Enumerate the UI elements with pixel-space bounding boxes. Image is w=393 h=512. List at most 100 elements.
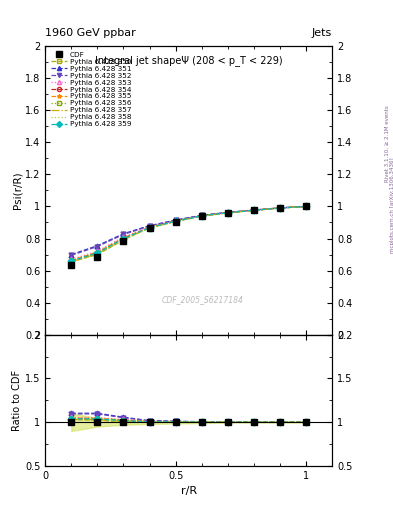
Pythia 6.428 358	[147, 225, 152, 231]
Pythia 6.428 354	[147, 225, 152, 231]
Pythia 6.428 359	[199, 213, 204, 219]
Pythia 6.428 350	[199, 212, 204, 219]
Pythia 6.428 357	[95, 251, 100, 257]
Legend: CDF, Pythia 6.428 350, Pythia 6.428 351, Pythia 6.428 352, Pythia 6.428 353, Pyt: CDF, Pythia 6.428 350, Pythia 6.428 351,…	[49, 50, 133, 130]
CDF	[95, 254, 100, 260]
Pythia 6.428 358	[226, 210, 230, 216]
X-axis label: r/R: r/R	[180, 486, 197, 496]
Pythia 6.428 357	[69, 259, 73, 265]
Pythia 6.428 351	[304, 203, 309, 209]
Pythia 6.428 356	[147, 225, 152, 231]
Pythia 6.428 357	[121, 236, 126, 242]
Pythia 6.428 350	[252, 207, 256, 213]
Pythia 6.428 356	[173, 218, 178, 224]
Pythia 6.428 353	[277, 205, 282, 211]
Pythia 6.428 354	[173, 218, 178, 224]
Line: Pythia 6.428 354: Pythia 6.428 354	[69, 204, 309, 263]
Pythia 6.428 357	[226, 210, 230, 216]
Pythia 6.428 359	[69, 258, 73, 264]
CDF	[252, 207, 256, 214]
Pythia 6.428 350	[226, 209, 230, 216]
Text: mcplots.cern.ch [arXiv:1306.3436]: mcplots.cern.ch [arXiv:1306.3436]	[390, 157, 393, 252]
CDF	[304, 203, 309, 209]
Text: Integral jet shapeΨ (208 < p_T < 229): Integral jet shapeΨ (208 < p_T < 229)	[95, 55, 283, 66]
Pythia 6.428 358	[95, 251, 100, 258]
Pythia 6.428 356	[199, 213, 204, 219]
Pythia 6.428 357	[173, 219, 178, 225]
Pythia 6.428 359	[226, 209, 230, 216]
Pythia 6.428 351	[252, 207, 256, 213]
Text: Jets: Jets	[312, 28, 332, 38]
Pythia 6.428 357	[252, 207, 256, 214]
Pythia 6.428 350	[147, 224, 152, 230]
Pythia 6.428 354	[304, 203, 309, 209]
Pythia 6.428 350	[69, 259, 73, 265]
Pythia 6.428 353	[199, 212, 204, 219]
Pythia 6.428 357	[147, 225, 152, 231]
Pythia 6.428 355	[277, 205, 282, 211]
Pythia 6.428 351	[226, 209, 230, 216]
Pythia 6.428 351	[199, 212, 204, 218]
Pythia 6.428 356	[252, 207, 256, 214]
Pythia 6.428 352	[304, 203, 309, 209]
Pythia 6.428 359	[277, 205, 282, 211]
Pythia 6.428 355	[69, 257, 73, 263]
Pythia 6.428 355	[199, 212, 204, 219]
Line: Pythia 6.428 353: Pythia 6.428 353	[69, 204, 309, 262]
Pythia 6.428 350	[95, 251, 100, 258]
Pythia 6.428 353	[121, 234, 126, 240]
Pythia 6.428 353	[69, 257, 73, 263]
Pythia 6.428 353	[252, 207, 256, 214]
Pythia 6.428 351	[121, 230, 126, 237]
Line: Pythia 6.428 356: Pythia 6.428 356	[69, 204, 309, 264]
Pythia 6.428 359	[95, 250, 100, 256]
Pythia 6.428 350	[304, 203, 309, 209]
Pythia 6.428 352	[69, 252, 73, 259]
Pythia 6.428 358	[277, 205, 282, 211]
CDF	[277, 205, 282, 211]
Pythia 6.428 355	[226, 209, 230, 216]
Line: Pythia 6.428 359: Pythia 6.428 359	[69, 204, 309, 263]
Pythia 6.428 355	[95, 249, 100, 255]
Pythia 6.428 352	[277, 205, 282, 211]
Line: CDF: CDF	[68, 203, 309, 268]
Pythia 6.428 356	[69, 258, 73, 264]
Pythia 6.428 358	[199, 213, 204, 219]
Pythia 6.428 354	[95, 250, 100, 256]
Pythia 6.428 359	[173, 218, 178, 224]
Pythia 6.428 353	[226, 209, 230, 216]
Pythia 6.428 355	[173, 218, 178, 224]
Pythia 6.428 358	[252, 207, 256, 214]
Pythia 6.428 358	[173, 219, 178, 225]
Pythia 6.428 359	[147, 225, 152, 231]
Pythia 6.428 358	[304, 203, 309, 209]
Y-axis label: Ratio to CDF: Ratio to CDF	[12, 370, 22, 431]
CDF	[121, 238, 126, 244]
Pythia 6.428 351	[173, 217, 178, 223]
Pythia 6.428 352	[226, 209, 230, 216]
Text: Rivet 3.1.10, ≥ 2.1M events: Rivet 3.1.10, ≥ 2.1M events	[385, 105, 389, 182]
Pythia 6.428 352	[173, 217, 178, 223]
Pythia 6.428 354	[121, 236, 126, 242]
Pythia 6.428 359	[304, 203, 309, 209]
Pythia 6.428 353	[95, 248, 100, 254]
Line: Pythia 6.428 350: Pythia 6.428 350	[69, 204, 309, 264]
Text: 1960 GeV ppbar: 1960 GeV ppbar	[45, 28, 136, 38]
Pythia 6.428 356	[121, 236, 126, 242]
Text: CDF_2005_S6217184: CDF_2005_S6217184	[162, 295, 244, 305]
Pythia 6.428 353	[173, 218, 178, 224]
Line: Pythia 6.428 352: Pythia 6.428 352	[69, 204, 309, 258]
CDF	[147, 225, 152, 231]
Pythia 6.428 356	[226, 210, 230, 216]
Pythia 6.428 350	[277, 205, 282, 211]
Pythia 6.428 358	[69, 259, 73, 265]
Pythia 6.428 352	[199, 212, 204, 219]
Pythia 6.428 357	[304, 203, 309, 209]
Pythia 6.428 351	[147, 223, 152, 229]
Pythia 6.428 354	[226, 209, 230, 216]
Pythia 6.428 354	[277, 205, 282, 211]
Pythia 6.428 351	[277, 205, 282, 211]
Line: Pythia 6.428 357: Pythia 6.428 357	[71, 206, 306, 262]
Pythia 6.428 353	[304, 203, 309, 209]
Pythia 6.428 356	[277, 205, 282, 211]
